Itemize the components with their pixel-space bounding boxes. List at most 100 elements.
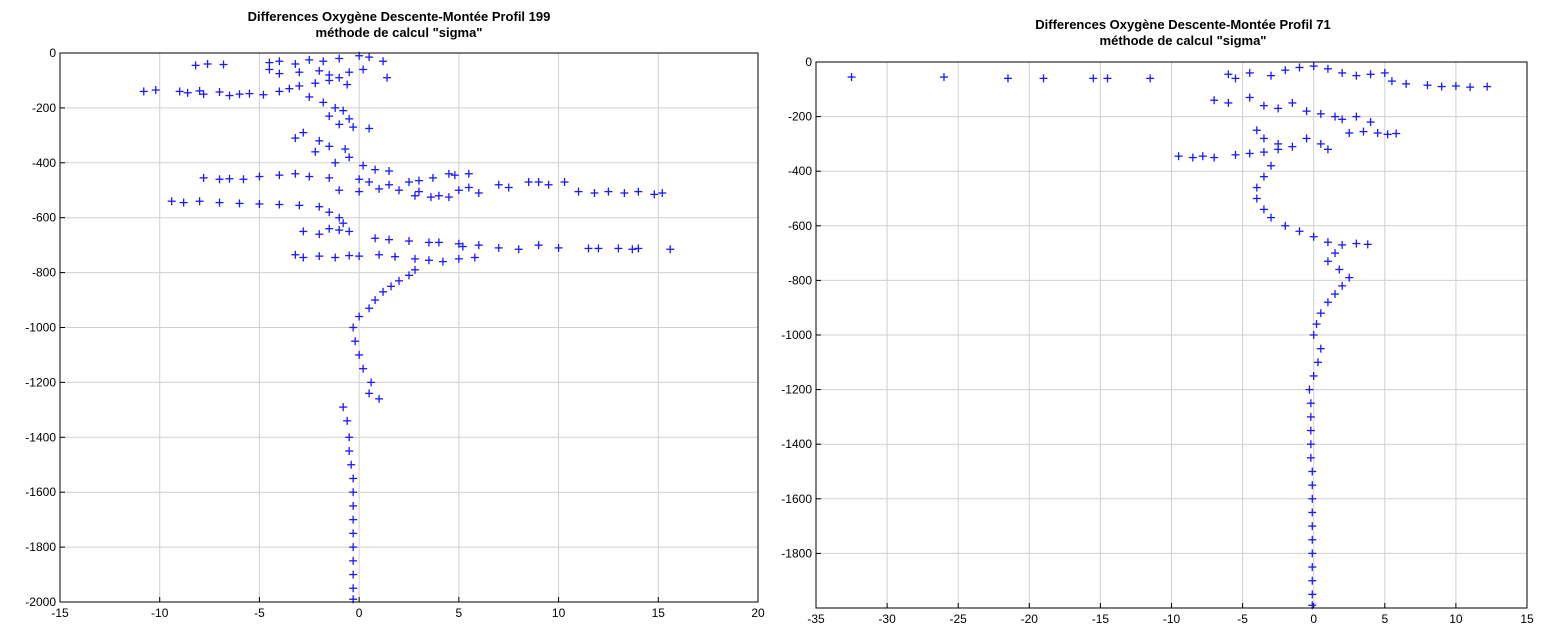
data-point [1392, 129, 1401, 138]
data-point [367, 378, 376, 387]
data-point [299, 227, 308, 236]
chart-panel-left: Differences Oxygène Descente-Montée Prof… [25, 9, 765, 620]
chart-title: Differences Oxygène Descente-Montée Prof… [1035, 17, 1331, 32]
data-point [315, 252, 324, 261]
data-point [414, 176, 423, 185]
y-tick-label: 0 [805, 55, 812, 69]
data-point [410, 265, 419, 274]
data-point [341, 145, 350, 154]
data-point [339, 219, 348, 228]
data-point [365, 178, 374, 187]
x-tick-label: 15 [652, 606, 666, 620]
data-point [1363, 240, 1372, 249]
data-point [379, 287, 388, 296]
data-point [534, 241, 543, 250]
data-point [474, 188, 483, 197]
x-tick-label: 5 [456, 606, 463, 620]
data-point [349, 474, 358, 483]
data-point [594, 244, 603, 253]
chart-title: Differences Oxygène Descente-Montée Prof… [248, 9, 551, 24]
data-point [634, 187, 643, 196]
data-point [347, 460, 356, 469]
y-tick-label: -600 [788, 219, 812, 233]
data-point [1373, 128, 1382, 137]
data-point [1308, 481, 1317, 490]
data-point [291, 134, 300, 143]
data-point [199, 90, 208, 99]
data-point [1174, 152, 1183, 161]
data-point [225, 91, 234, 100]
data-point [1188, 153, 1197, 162]
data-point [620, 188, 629, 197]
data-point [1309, 371, 1318, 380]
data-point [225, 174, 234, 183]
data-point [1103, 74, 1112, 83]
data-point [1295, 63, 1304, 72]
data-point [514, 245, 523, 254]
data-point [1483, 82, 1492, 91]
data-point [1003, 74, 1012, 83]
data-point [1281, 221, 1290, 230]
data-point [349, 323, 358, 332]
chart-subtitle: méthode de calcul "sigma" [316, 25, 483, 40]
y-tick-label: 0 [49, 46, 56, 60]
data-point [295, 68, 304, 77]
data-point [1338, 281, 1347, 290]
data-point [1306, 426, 1315, 435]
data-point [295, 81, 304, 90]
y-tick-label: -1800 [781, 546, 812, 560]
data-point [1146, 74, 1155, 83]
data-point [325, 142, 334, 151]
data-point [494, 243, 503, 252]
data-point [179, 198, 188, 207]
data-point [1302, 107, 1311, 116]
x-tick-label: -20 [1021, 612, 1039, 626]
data-point [1309, 232, 1318, 241]
data-point [1259, 134, 1268, 143]
data-point [614, 244, 623, 253]
data-point [285, 84, 294, 93]
data-point [650, 190, 659, 199]
data-point [355, 350, 364, 359]
data-point [299, 128, 308, 137]
data-point [1331, 290, 1340, 299]
data-point [365, 124, 374, 133]
y-tick-label: -1000 [781, 328, 812, 342]
data-point [319, 57, 328, 66]
scatter-chart-profil-71: Differences Oxygène Descente-Montée Prof… [781, 17, 1534, 626]
y-tick-label: -400 [788, 164, 812, 178]
data-point [1259, 205, 1268, 214]
data-point [1313, 358, 1322, 367]
data-point [554, 243, 563, 252]
x-tick-label: 10 [552, 606, 566, 620]
data-point [666, 245, 675, 254]
data-point [375, 394, 384, 403]
y-tick-label: -1600 [781, 492, 812, 506]
data-point [371, 296, 380, 305]
data-point [847, 73, 856, 82]
data-point [1308, 549, 1317, 558]
axes-frame [815, 61, 1528, 609]
data-point [1366, 118, 1375, 127]
y-tick-label: -200 [788, 110, 812, 124]
data-point [405, 271, 413, 280]
data-point [1198, 152, 1207, 161]
x-tick-label: -15 [51, 606, 69, 620]
data-point [1252, 183, 1261, 192]
data-point [349, 123, 358, 132]
data-point [1308, 535, 1317, 544]
data-point [534, 178, 543, 187]
y-tick-label: -600 [32, 211, 56, 225]
data-point [464, 169, 473, 178]
data-point [426, 193, 435, 202]
data-point [351, 337, 360, 346]
data-point [311, 79, 320, 88]
data-point [658, 188, 667, 197]
data-point [560, 178, 569, 187]
data-point [235, 90, 244, 99]
data-point [1308, 576, 1317, 585]
data-point [239, 175, 248, 184]
data-point [359, 65, 368, 74]
data-point [275, 57, 284, 66]
data-point [1245, 149, 1254, 158]
